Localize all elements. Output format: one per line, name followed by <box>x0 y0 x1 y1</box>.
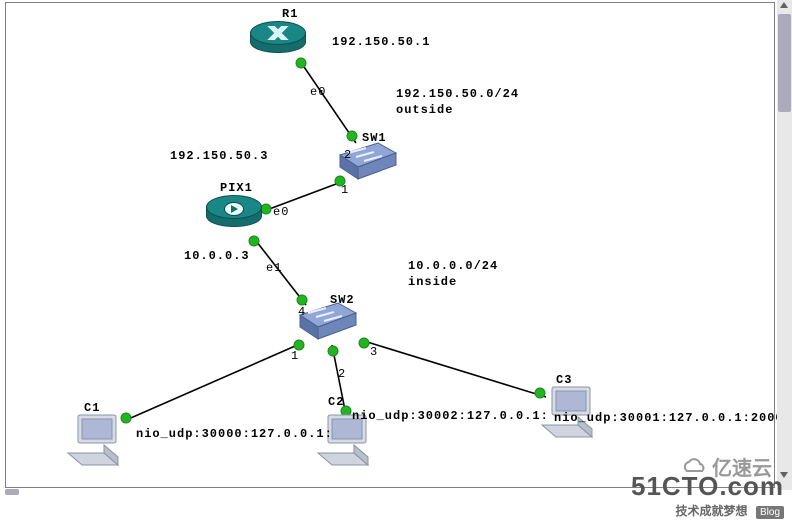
label-c2-nio: nio_udp:30002:127.0.0.1: <box>352 409 549 423</box>
label-pix1: PIX1 <box>220 181 253 195</box>
diagram-frame: R1 192.150.50.1 192.150.50.0/24 outside … <box>5 2 775 488</box>
scrollbar-vertical[interactable] <box>777 0 792 490</box>
port-sw2-1: 1 <box>291 349 299 363</box>
scroll-thumb[interactable] <box>778 14 791 112</box>
watermark-51cto-big: 51CTO.com <box>631 471 784 502</box>
port-r1-e0: e0 <box>310 85 326 99</box>
label-c3: C3 <box>556 373 572 387</box>
scroll-up-icon <box>780 2 788 8</box>
port-sw2-2: 2 <box>338 367 346 381</box>
label-c1-nio: nio_udp:30000:127.0.0.1: <box>136 427 333 441</box>
node-pix1[interactable] <box>206 195 260 235</box>
label-sw2: SW2 <box>330 293 355 307</box>
label-inside: inside <box>408 275 457 289</box>
label-c2: C2 <box>328 395 344 409</box>
watermark-51cto-blog: Blog <box>756 506 784 519</box>
label-c1: C1 <box>84 401 100 415</box>
port-sw2-4: 4 <box>298 305 306 319</box>
label-outside: outside <box>396 103 453 117</box>
label-c3-nio: nio_udp:30001:127.0.0.1:20001 <box>554 411 792 425</box>
label-r1: R1 <box>282 7 298 21</box>
node-r1[interactable] <box>250 21 304 61</box>
watermark-51cto-small: 技术成就梦想 <box>676 504 748 518</box>
port-pix-e0: e0 <box>273 205 289 219</box>
scrollbar-horizontal-thumb[interactable] <box>5 489 19 495</box>
label-pix-inip: 10.0.0.3 <box>184 249 250 263</box>
label-pix-outip: 192.150.50.3 <box>170 149 268 163</box>
label-r1-ip: 192.150.50.1 <box>332 35 430 49</box>
label-inside-cidr: 10.0.0.0/24 <box>408 259 498 273</box>
port-sw2-3: 3 <box>370 345 378 359</box>
port-pix-e1: e1 <box>266 261 282 275</box>
port-sw1-1: 1 <box>341 183 349 197</box>
label-sw1: SW1 <box>362 131 387 145</box>
label-outside-cidr: 192.150.50.0/24 <box>396 87 519 101</box>
watermark-51cto: 51CTO.com 技术成就梦想 Blog <box>631 471 784 520</box>
node-c1[interactable] <box>66 413 126 468</box>
port-sw1-2: 2 <box>344 148 352 162</box>
